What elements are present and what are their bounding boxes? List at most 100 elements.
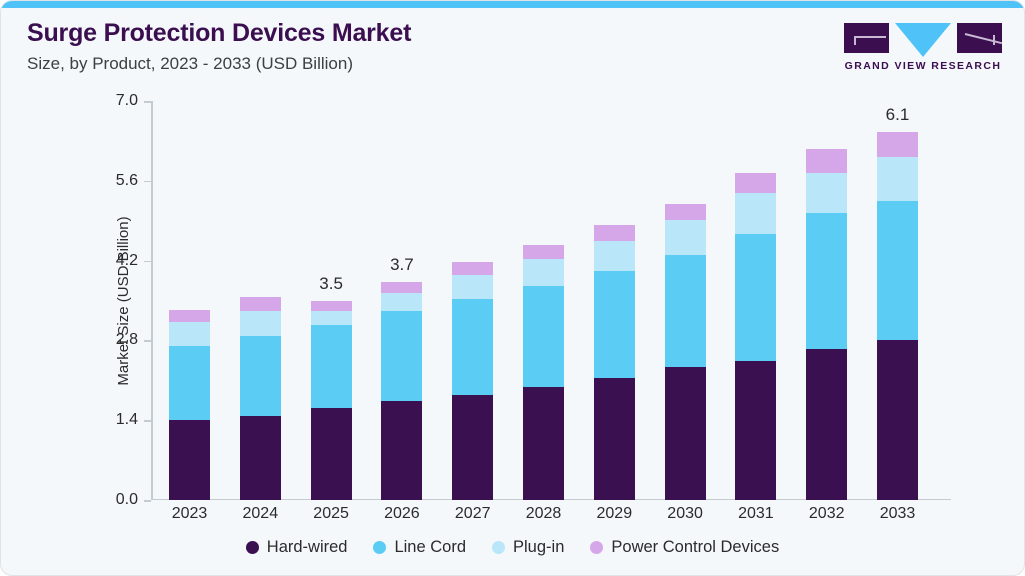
x-tick-label: 2032: [808, 505, 845, 522]
top-accent-bar: [1, 1, 1024, 8]
y-tick-label: 2.8: [115, 331, 138, 349]
y-tick-mark: [144, 101, 151, 103]
bar-segment[interactable]: [452, 262, 494, 275]
x-tick-label: 2024: [242, 505, 279, 522]
bar-segment[interactable]: [735, 172, 777, 194]
legend-item[interactable]: Power Control Devices: [590, 538, 779, 557]
bar-segment[interactable]: [877, 131, 918, 158]
bar-stack[interactable]: [664, 203, 706, 500]
bar-segment[interactable]: [239, 415, 281, 500]
legend-label: Hard-wired: [266, 538, 348, 556]
bar-stack[interactable]: [169, 309, 210, 500]
bar-segment[interactable]: [169, 322, 210, 347]
bar-segment[interactable]: [593, 270, 635, 379]
bar-segment[interactable]: [877, 339, 918, 500]
bar-stack[interactable]: [806, 149, 848, 500]
bar-stack[interactable]: [310, 300, 352, 500]
x-tick-label: 2029: [596, 505, 633, 522]
bar-stack[interactable]: [239, 297, 281, 500]
bar-segment[interactable]: [664, 367, 706, 500]
bar-segment[interactable]: [381, 311, 423, 402]
bar-value-label: 6.1: [885, 104, 910, 124]
bar-stack[interactable]: [523, 245, 564, 500]
x-tick-label: 2023: [171, 505, 208, 522]
bar-segment[interactable]: [806, 149, 848, 173]
grand-view-research-logo: GRAND VIEW RESEARCH: [844, 23, 1002, 81]
legend-color-swatch: [492, 541, 506, 554]
logo-wordmark: GRAND VIEW RESEARCH: [844, 60, 1002, 72]
page-title: Surge Protection Devices Market: [27, 19, 412, 47]
bar-segment[interactable]: [239, 310, 281, 337]
bar-stack[interactable]: [593, 225, 635, 500]
bar-value-label: 3.7: [390, 255, 414, 275]
y-tick-mark: [144, 500, 151, 502]
x-tick-label: 2026: [384, 505, 420, 522]
x-tick-label: 2030: [667, 505, 703, 522]
bar-segment[interactable]: [664, 203, 706, 221]
bar-segment[interactable]: [452, 394, 494, 500]
legend-label: Line Cord: [394, 538, 467, 556]
y-tick-mark: [144, 420, 151, 422]
legend-color-swatch: [245, 541, 259, 554]
bar-segment[interactable]: [593, 225, 635, 242]
bar-stack[interactable]: [452, 262, 494, 500]
y-tick-label: 0.0: [115, 491, 138, 508]
bar-segment[interactable]: [310, 408, 352, 500]
plot-area: Market Size (USD Billion) 0.0 1.4 2.8 4.2 5.…: [115, 92, 951, 522]
bar-segment[interactable]: [806, 213, 848, 349]
bar-segment[interactable]: [523, 245, 564, 260]
y-tick-label: 4.2: [115, 251, 138, 269]
bar-segment[interactable]: [735, 193, 777, 235]
bar-segment[interactable]: [239, 336, 281, 416]
y-axis-title: Market Size (USD Billion): [115, 215, 133, 386]
bar-segment[interactable]: [877, 201, 918, 340]
y-tick-label: 5.6: [115, 171, 138, 189]
bar-segment[interactable]: [239, 297, 281, 311]
bar-segment[interactable]: [806, 172, 848, 214]
bar-segment[interactable]: [593, 241, 635, 271]
bar-segment[interactable]: [169, 309, 210, 323]
bar-segment[interactable]: [664, 220, 706, 256]
legend-label: Plug-in: [513, 538, 565, 556]
legend-item[interactable]: Plug-in: [492, 538, 564, 557]
x-tick-label: 2033: [879, 505, 916, 522]
bar-stack[interactable]: [877, 131, 918, 500]
x-tick-label: 2028: [525, 505, 562, 522]
bar-segment[interactable]: [452, 298, 494, 395]
y-tick-mark: [144, 260, 151, 263]
bar-segment[interactable]: [310, 310, 352, 326]
x-tick-label: 2025: [313, 505, 349, 522]
legend-label: Power Control Devices: [611, 538, 780, 556]
bar-series-container: 3.5 3.7 6.1: [151, 101, 951, 500]
bar-stack[interactable]: [735, 172, 777, 500]
bar-segment[interactable]: [735, 234, 777, 361]
logo-triangle-icon: [895, 23, 951, 57]
logo-marks: [844, 23, 1002, 57]
legend-color-swatch: [373, 541, 387, 554]
page-subtitle: Size, by Product, 2023 - 2033 (USD Billi…: [27, 53, 353, 73]
bar-segment[interactable]: [523, 285, 564, 387]
bar-segment[interactable]: [523, 386, 564, 500]
legend-item[interactable]: Line Cord: [373, 538, 466, 557]
chart-header: Surge Protection Devices Market Size, by…: [27, 19, 1004, 89]
bar-segment[interactable]: [664, 255, 706, 368]
bar-segment[interactable]: [310, 325, 352, 409]
y-axis-line: [151, 101, 153, 500]
bar-segment[interactable]: [169, 346, 210, 420]
bar-segment[interactable]: [806, 348, 848, 500]
bar-segment[interactable]: [735, 360, 777, 500]
bar-segment[interactable]: [381, 401, 423, 500]
bar-stack[interactable]: [381, 282, 423, 500]
bar-segment[interactable]: [310, 300, 352, 311]
y-tick-label: 7.0: [115, 92, 138, 109]
bar-segment[interactable]: [381, 293, 423, 312]
bar-segment[interactable]: [169, 419, 210, 500]
bar-segment[interactable]: [523, 259, 564, 286]
chart-legend: Hard-wired Line Cord Plug-in Power Control …: [1, 538, 1024, 557]
bar-segment[interactable]: [593, 378, 635, 500]
legend-item[interactable]: Hard-wired: [245, 538, 348, 557]
bar-segment[interactable]: [877, 157, 918, 202]
bar-segment[interactable]: [381, 282, 423, 294]
bar-segment[interactable]: [452, 274, 494, 299]
